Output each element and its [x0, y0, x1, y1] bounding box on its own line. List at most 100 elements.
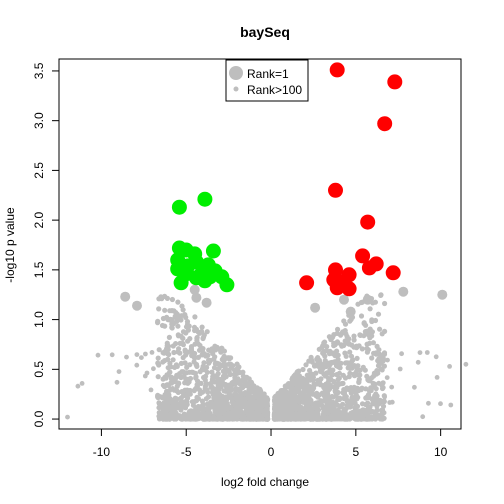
- data-point-other: [204, 369, 210, 375]
- data-point-up: [329, 280, 345, 296]
- data-point-other: [417, 350, 423, 355]
- y-tick-label: 0.5: [32, 361, 46, 378]
- data-point-other: [162, 358, 168, 364]
- data-point-other: [156, 306, 162, 312]
- data-point-other: [229, 380, 235, 386]
- data-point-other: [361, 409, 367, 415]
- chart-title: baySeq: [240, 24, 290, 40]
- data-point-other: [313, 370, 319, 376]
- data-point-other: [239, 415, 245, 421]
- data-point-other: [216, 402, 222, 409]
- data-point-other: [365, 405, 371, 411]
- y-tick-label: 1.5: [32, 261, 46, 278]
- data-point-other: [376, 347, 382, 353]
- data-point-other: [279, 399, 285, 405]
- data-point-other: [361, 320, 367, 327]
- data-point-other: [369, 416, 375, 422]
- data-point-other: [148, 387, 154, 393]
- data-point-other: [326, 360, 332, 366]
- data-point-other: [183, 314, 189, 320]
- data-point-highlight: [437, 289, 448, 300]
- data-point-other: [170, 357, 176, 363]
- data-point-other: [186, 415, 193, 421]
- data-point-other: [220, 355, 226, 361]
- data-point-other: [226, 415, 232, 421]
- data-point-other: [335, 356, 341, 363]
- x-axis-label: log2 fold change: [221, 475, 309, 489]
- data-point-other: [199, 398, 205, 404]
- data-point-other: [230, 410, 236, 416]
- data-point-other: [329, 416, 335, 422]
- data-point-other: [195, 341, 201, 347]
- data-point-other: [75, 383, 81, 389]
- data-point-other: [149, 350, 155, 355]
- data-point-other: [329, 393, 335, 400]
- data-point-other: [216, 414, 222, 420]
- data-point-other: [199, 324, 205, 330]
- data-point-other: [243, 409, 249, 415]
- data-point-other: [184, 364, 190, 370]
- data-point-other: [304, 393, 310, 399]
- data-point-other: [224, 405, 230, 411]
- legend-label-rank100: Rank>100: [247, 83, 302, 97]
- data-point-highlight: [191, 292, 202, 303]
- data-point-other: [169, 407, 175, 413]
- data-point-other: [160, 315, 166, 322]
- data-point-other: [199, 415, 205, 421]
- data-point-other: [359, 401, 366, 407]
- legend-marker-rank1: [229, 66, 243, 80]
- x-axis: -10 -5 0 5 10: [93, 428, 448, 459]
- data-point-other: [182, 347, 188, 353]
- data-point-other: [272, 413, 278, 419]
- data-point-other: [347, 349, 353, 355]
- data-point-other: [193, 385, 199, 391]
- data-point-other: [179, 399, 185, 405]
- data-point-other: [191, 324, 198, 330]
- data-point-other: [286, 382, 293, 389]
- data-point-other: [186, 369, 192, 375]
- data-point-other: [216, 361, 222, 367]
- data-point-other: [371, 370, 377, 376]
- data-point-other: [385, 357, 390, 363]
- data-point-other: [156, 400, 162, 406]
- data-point-other: [334, 348, 340, 354]
- data-point-other: [256, 413, 262, 419]
- data-point-other: [351, 333, 357, 339]
- data-point-other: [322, 388, 328, 394]
- data-point-other: [328, 336, 334, 343]
- y-tick-label: 0.0: [32, 410, 46, 427]
- data-point-down: [188, 254, 204, 270]
- data-point-other: [305, 404, 311, 410]
- data-point-highlight: [189, 284, 200, 295]
- data-point-other: [188, 344, 195, 350]
- data-point-other: [139, 355, 144, 360]
- data-point-other: [336, 381, 342, 387]
- x-tick-label: -5: [181, 445, 192, 459]
- data-point-up: [361, 260, 377, 276]
- data-point-other: [165, 343, 172, 349]
- data-point-other: [379, 382, 385, 388]
- data-point-other: [300, 366, 306, 373]
- data-point-other: [375, 413, 381, 419]
- data-point-other: [353, 385, 359, 391]
- legend-label-rank1: Rank=1: [247, 67, 289, 81]
- y-tick-label: 3.5: [32, 62, 46, 79]
- data-point-other: [304, 384, 310, 391]
- data-point-other: [162, 374, 168, 380]
- data-point-other: [382, 328, 388, 334]
- data-point-down: [197, 191, 213, 207]
- data-point-other: [351, 371, 357, 377]
- data-point-other: [210, 350, 216, 357]
- data-point-other: [355, 394, 361, 400]
- data-point-other: [325, 409, 331, 415]
- data-point-other: [330, 372, 336, 378]
- data-point-other: [299, 407, 305, 413]
- data-point-other: [264, 415, 270, 421]
- data-point-other: [373, 386, 379, 392]
- data-point-other: [227, 371, 233, 378]
- legend: Rank=1 Rank>100: [225, 59, 309, 102]
- data-point-other: [364, 416, 370, 422]
- data-point-other: [303, 362, 309, 368]
- data-point-other: [288, 410, 294, 416]
- y-axis-label: -log10 p value: [3, 207, 17, 283]
